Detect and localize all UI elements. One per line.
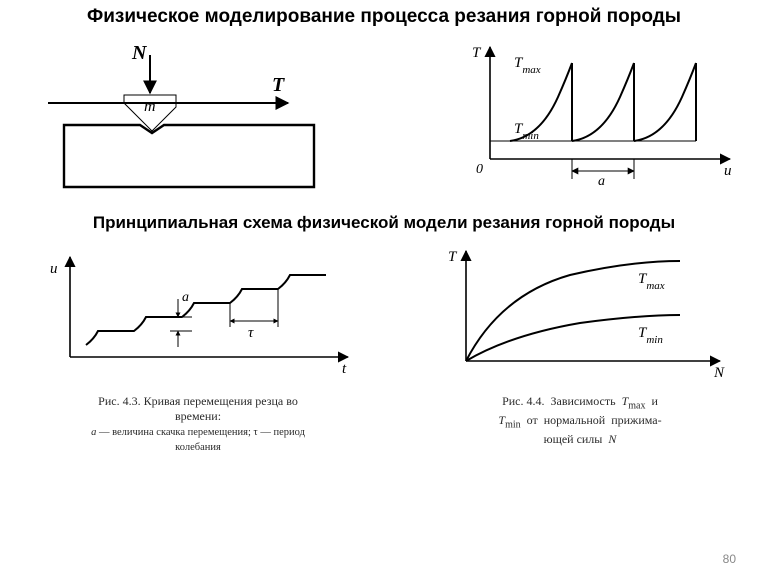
fig-top-right: u T 0 Tmax Tmin a bbox=[440, 33, 740, 203]
br-axis-T: T bbox=[448, 249, 458, 265]
fig-top-left: T N m bbox=[28, 33, 338, 203]
cap43-l2: времени: bbox=[175, 409, 221, 423]
label-T: T bbox=[272, 74, 285, 96]
subtitle: Принципиальная схема физической модели р… bbox=[0, 213, 768, 233]
bl-label-tau: τ bbox=[248, 325, 254, 341]
origin-0: 0 bbox=[476, 162, 483, 177]
br-label-Tmin: Tmin bbox=[638, 325, 663, 346]
fig-bottom-right: N T Tmax Tmin bbox=[420, 239, 740, 389]
top-row: T N m u T 0 Tmax bbox=[28, 33, 740, 203]
axis-T: T bbox=[472, 45, 482, 61]
axis-u: u bbox=[724, 163, 732, 179]
bottom-row: u t a τ Рис. 4.3. Кривая перемещения рез… bbox=[28, 239, 740, 454]
bl-axis-t: t bbox=[342, 361, 347, 377]
page-title: Физическое моделирование процесса резани… bbox=[14, 6, 754, 29]
bl-label-a: a bbox=[182, 290, 189, 305]
label-a: a bbox=[598, 174, 605, 189]
page-number: 80 bbox=[723, 552, 736, 566]
cap43-l3: — величина скачка перемещения; τ — перио… bbox=[96, 427, 305, 438]
caption-4-4: Рис. 4.4. Зависимость Tmax и Tmin от нор… bbox=[420, 394, 740, 447]
cap43-l4: колебания bbox=[175, 442, 221, 453]
caption-4-3: Рис. 4.3. Кривая перемещения резца во вр… bbox=[28, 394, 368, 454]
br-label-Tmax: Tmax bbox=[638, 271, 665, 292]
label-Tmax: Tmax bbox=[514, 55, 541, 76]
label-m: m bbox=[144, 98, 156, 115]
cap43-l1: Рис. 4.3. Кривая перемещения резца во bbox=[98, 394, 298, 408]
label-N: N bbox=[131, 42, 148, 64]
br-axis-N: N bbox=[713, 365, 725, 381]
fig-bottom-left: u t a τ bbox=[28, 239, 368, 389]
bl-axis-u: u bbox=[50, 261, 58, 277]
